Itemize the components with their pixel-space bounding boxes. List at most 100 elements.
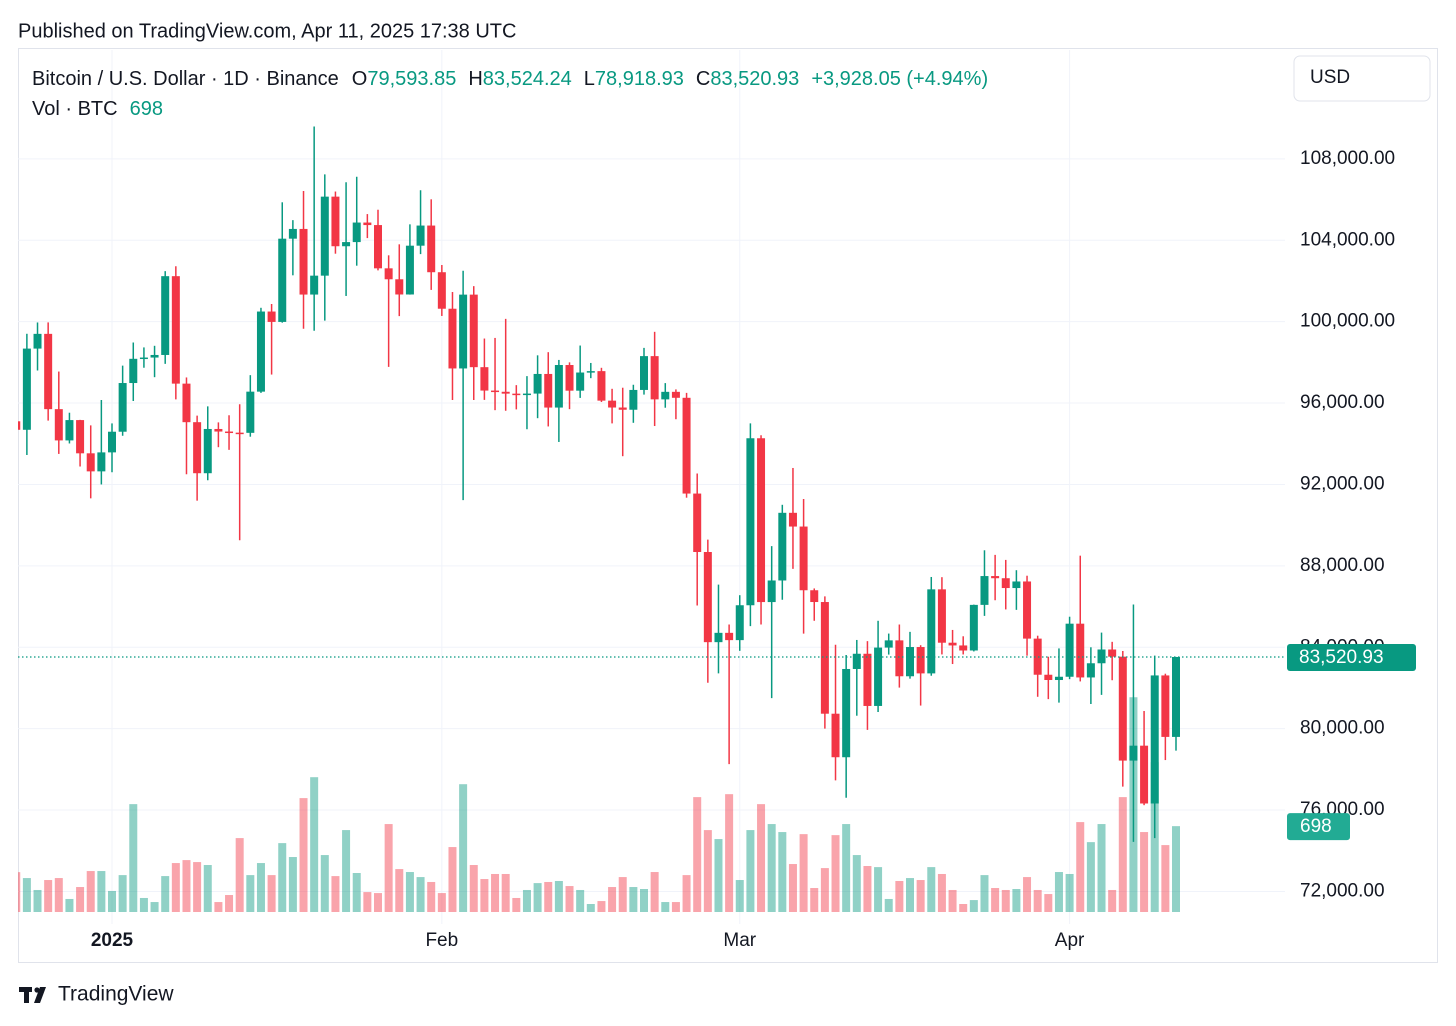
- volume-bar: [682, 875, 691, 912]
- candle-body: [512, 393, 521, 396]
- volume-bar: [86, 871, 95, 912]
- chart-frame: [18, 48, 1438, 963]
- volume-bar: [927, 867, 936, 912]
- volume-bar: [1172, 826, 1180, 912]
- candle-body: [118, 383, 127, 432]
- volume-bar: [618, 877, 627, 912]
- candle-body: [459, 294, 468, 369]
- volume-bar: [278, 843, 287, 912]
- volume-bar: [650, 872, 659, 912]
- candle-body: [193, 422, 202, 474]
- candle-body: [171, 276, 180, 384]
- candle-body: [1140, 745, 1149, 804]
- candle-body: [54, 409, 63, 441]
- logo-part: [34, 987, 46, 1003]
- volume-bar: [44, 880, 53, 912]
- candle-body: [86, 453, 95, 472]
- volume-bar: [1023, 877, 1032, 912]
- volume-bar: [214, 902, 223, 912]
- candle-body: [416, 225, 425, 246]
- volume-bar: [788, 864, 797, 912]
- volume-bar: [395, 869, 404, 912]
- candle-body: [320, 196, 329, 276]
- volume-bar: [906, 878, 914, 912]
- candle-body: [757, 438, 766, 603]
- volume-bar: [916, 880, 925, 912]
- volume-bar: [1065, 873, 1074, 912]
- volume-bar: [108, 890, 116, 912]
- candle-body: [703, 552, 712, 643]
- candle-body: [225, 431, 234, 434]
- volume-bar: [171, 863, 180, 912]
- currency-label: USD: [1310, 67, 1350, 88]
- volume-bar: [1118, 797, 1127, 912]
- brand-name: TradingView: [58, 983, 174, 1006]
- volume-bar: [778, 832, 787, 912]
- volume-tag-label: 698: [1300, 816, 1332, 837]
- volume-bar: [267, 875, 276, 912]
- volume-bar: [374, 893, 382, 912]
- candle-body: [693, 493, 702, 553]
- volume-bar: [416, 877, 425, 912]
- volume-bar: [693, 797, 702, 912]
- candle-body: [129, 358, 138, 384]
- volume-bar: [512, 897, 521, 912]
- candle-body: [544, 373, 553, 408]
- volume-bar: [1140, 832, 1149, 912]
- y-tick-label: 88,000.00: [1300, 555, 1385, 576]
- volume-bar: [757, 804, 766, 912]
- candle-body: [405, 245, 414, 295]
- volume-bar: [597, 901, 606, 912]
- candle-body: [310, 275, 319, 295]
- volume-bar: [895, 881, 904, 912]
- candle-body: [597, 371, 606, 401]
- brand-logo: [19, 987, 46, 1003]
- volume-bar: [299, 798, 308, 912]
- y-tick-label: 72,000.00: [1300, 880, 1385, 901]
- candle-body: [161, 276, 170, 355]
- volume-bar: [76, 887, 85, 912]
- volume-bar: [991, 888, 1000, 912]
- candle-body: [469, 294, 478, 368]
- volume-bar: [225, 895, 234, 912]
- candle-body: [299, 228, 308, 295]
- candle-body: [937, 589, 946, 643]
- candle-body: [1001, 578, 1010, 589]
- candle-body: [395, 279, 404, 295]
- candle-body: [1172, 656, 1180, 737]
- candle-body: [246, 391, 255, 433]
- volume-bar: [608, 887, 617, 912]
- volume-bar: [1108, 889, 1117, 912]
- logo-part: [24, 987, 29, 1003]
- volume-bar: [469, 865, 478, 912]
- volume-bar: [1054, 872, 1063, 912]
- candle-body: [661, 391, 670, 400]
- candle-body: [214, 428, 223, 432]
- currency-button[interactable]: [1293, 55, 1431, 102]
- candle-body: [203, 428, 212, 474]
- volume-bar: [129, 804, 138, 912]
- candle-body: [1054, 676, 1063, 681]
- volume-bar: [18, 872, 21, 912]
- volume-bar: [1086, 842, 1095, 912]
- candle-body: [331, 196, 340, 247]
- candle-body: [874, 647, 883, 706]
- legend-key: L: [584, 68, 595, 90]
- volume-bar: [799, 834, 808, 912]
- logo-part: [34, 987, 40, 993]
- volume-bar: [874, 867, 883, 912]
- candle-body: [97, 452, 106, 472]
- candle-body: [76, 420, 85, 454]
- y-tick-label: 96,000.00: [1300, 392, 1385, 413]
- candle-body: [842, 668, 851, 758]
- volume-bar: [735, 880, 744, 912]
- volume-bar: [161, 876, 170, 912]
- candle-body: [1065, 623, 1074, 677]
- volume-bar: [746, 830, 755, 912]
- legend-key: O: [352, 68, 368, 90]
- grid: [18, 50, 1285, 924]
- y-tick-label: 108,000.00: [1300, 148, 1395, 169]
- volume-tag: [1287, 813, 1350, 841]
- candle-body: [1161, 675, 1170, 737]
